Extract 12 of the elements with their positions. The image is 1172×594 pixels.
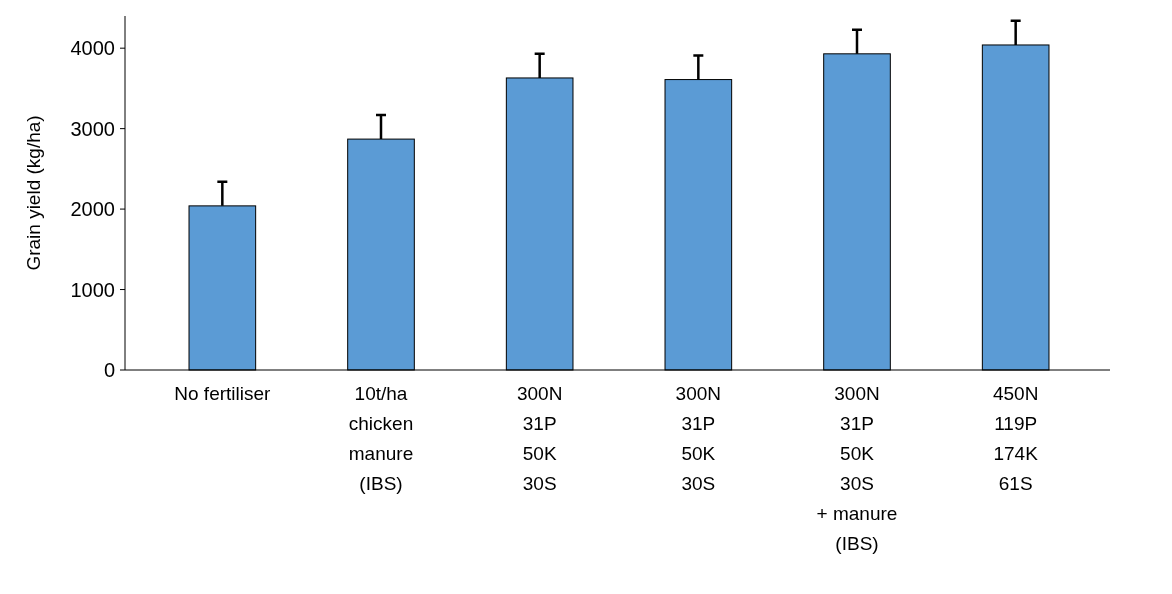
y-tick-label: 0 [103, 359, 115, 381]
x-tick-label: 10t/ha chicken manure (IBS) [348, 383, 414, 494]
x-tick-label: 300N 31P 50K 30S + manure (IBS) [816, 383, 898, 554]
y-tick-label: 1000 [70, 278, 115, 301]
x-tick-label: 300N 31P 50K 30S [675, 383, 722, 494]
y-tick-label: 4000 [70, 37, 115, 60]
x-tick-label: No fertiliser [174, 383, 272, 404]
y-tick-label: 2000 [70, 198, 115, 221]
x-tick-label: 450N 119P 174K 61S [992, 383, 1039, 494]
y-axis-title: Grain yield (kg/ha) [23, 115, 44, 271]
y-tick-label: 3000 [70, 117, 115, 140]
x-tick-label: 300N 31P 50K 30S [516, 383, 563, 494]
